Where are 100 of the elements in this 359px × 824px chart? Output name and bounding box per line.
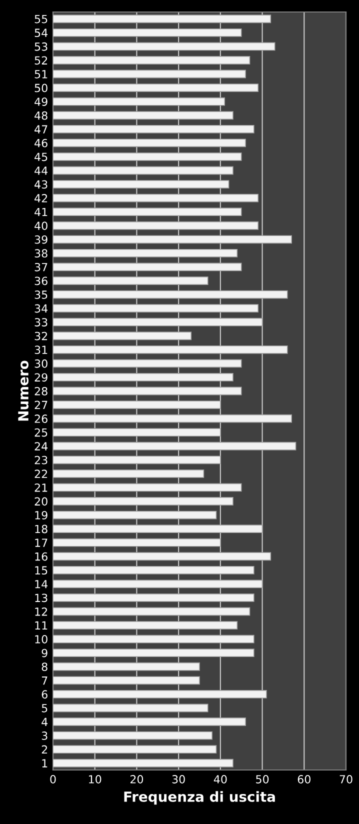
- y-tick-label: 2: [42, 745, 48, 754]
- y-tick-label: 8: [42, 662, 48, 672]
- y-tick-label: 37: [34, 262, 48, 272]
- y-tick-label: 25: [34, 428, 48, 437]
- bar: [53, 290, 288, 299]
- y-tick-label: 54: [34, 28, 48, 38]
- bar: [53, 70, 246, 78]
- y-tick-label: 52: [34, 56, 48, 65]
- y-tick-label: 20: [34, 497, 48, 506]
- x-axis-title: Frequenza di uscita: [124, 791, 275, 805]
- bar: [53, 690, 267, 698]
- bar: [53, 594, 254, 602]
- y-tick-label: 12: [35, 607, 48, 616]
- y-tick-label: 42: [34, 194, 48, 202]
- bar: [53, 138, 246, 148]
- bar: [53, 634, 254, 644]
- x-tick-label: 0: [50, 775, 56, 784]
- y-tick-label: 26: [34, 414, 48, 423]
- y-axis-title: Numero: [18, 360, 29, 421]
- y-tick-label: 30: [34, 359, 48, 368]
- bar: [53, 208, 242, 216]
- bar: [53, 745, 217, 754]
- bar: [53, 510, 217, 520]
- y-tick-label: 33: [34, 318, 48, 326]
- bar: [53, 28, 242, 37]
- y-tick-label: 14: [35, 580, 48, 588]
- bar: [53, 607, 250, 616]
- bar: [53, 731, 212, 740]
- y-tick-label: 34: [34, 304, 48, 313]
- bar: [53, 111, 234, 120]
- bar: [53, 442, 296, 450]
- y-tick-label: 15: [35, 566, 48, 575]
- bar: [53, 262, 242, 272]
- y-tick-label: 48: [34, 111, 48, 120]
- bar: [53, 552, 272, 561]
- y-tick-label: 1: [42, 759, 48, 768]
- bar: [53, 124, 254, 134]
- x-tick-label: 70: [340, 775, 352, 784]
- bar: [53, 718, 246, 726]
- bar: [53, 373, 234, 382]
- bar: [53, 648, 254, 658]
- y-tick-label: 43: [34, 180, 48, 189]
- bar: [53, 704, 208, 712]
- x-tick-label: 10: [89, 775, 102, 784]
- bar: [53, 152, 242, 161]
- bar: [53, 386, 242, 396]
- y-tick-label: 3: [42, 732, 48, 740]
- bar: [53, 84, 259, 92]
- x-tick-label: 40: [214, 775, 227, 784]
- y-tick-label: 31: [34, 346, 48, 354]
- bar: [53, 97, 226, 106]
- y-tick-label: 47: [34, 125, 48, 134]
- x-tick-label: 60: [298, 775, 310, 784]
- bar: [53, 235, 292, 244]
- x-tick-label: 50: [256, 775, 269, 784]
- x-tick-label: 20: [130, 775, 144, 784]
- bar: [53, 566, 254, 574]
- y-tick-label: 44: [34, 166, 48, 175]
- bar: [53, 194, 259, 202]
- y-tick-label: 36: [34, 276, 48, 286]
- bar: [53, 221, 259, 230]
- y-tick-label: 4: [42, 718, 48, 726]
- y-tick-label: 6: [42, 690, 48, 699]
- y-tick-label: 41: [34, 208, 48, 216]
- y-tick-label: 22: [34, 470, 48, 478]
- y-tick-label: 9: [42, 648, 48, 658]
- y-tick-label: 5: [42, 704, 48, 712]
- y-tick-label: 27: [34, 400, 48, 410]
- bar: [53, 483, 242, 492]
- y-tick-label: 45: [34, 152, 48, 162]
- bar: [53, 676, 200, 685]
- y-tick-label: 32: [34, 332, 48, 340]
- bar: [53, 428, 221, 437]
- bar: [53, 400, 221, 409]
- bar: [53, 414, 292, 423]
- bar: [53, 332, 192, 340]
- bar: [53, 524, 263, 534]
- y-tick-label: 28: [34, 386, 48, 396]
- bar: [53, 456, 221, 464]
- bar: [53, 359, 242, 368]
- bar: [53, 758, 234, 768]
- y-tick-label: 49: [34, 98, 48, 106]
- y-tick-label: 10: [35, 635, 48, 644]
- y-tick-label: 17: [35, 538, 48, 547]
- y-tick-label: 18: [35, 524, 48, 534]
- y-tick-label: 51: [34, 70, 48, 78]
- bar: [53, 497, 234, 506]
- bar: [53, 180, 230, 188]
- y-tick-label: 13: [35, 594, 48, 602]
- bar: [53, 304, 259, 313]
- bar: [53, 621, 238, 630]
- y-tick-label: 19: [35, 511, 48, 520]
- y-tick-label: 29: [34, 373, 48, 382]
- y-tick-label: 53: [34, 42, 48, 51]
- bar: [53, 166, 234, 175]
- y-tick-label: 40: [34, 222, 48, 230]
- bar: [53, 56, 250, 64]
- y-tick-label: 46: [34, 138, 48, 148]
- y-tick-label: 38: [34, 249, 48, 258]
- x-tick-label: 30: [172, 775, 185, 784]
